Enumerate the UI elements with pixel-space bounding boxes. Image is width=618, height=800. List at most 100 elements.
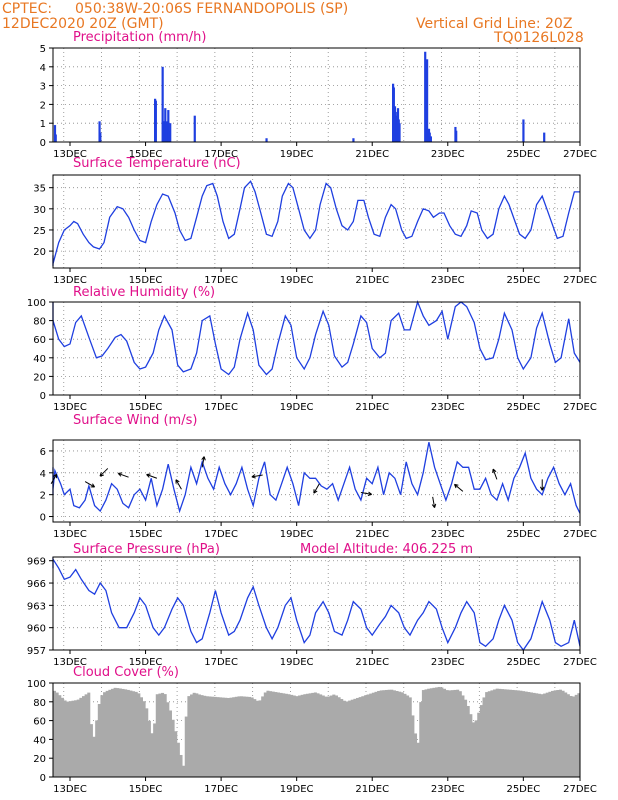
cloud-bar [432, 687, 436, 777]
wind-ytick-label: 2 [40, 491, 46, 502]
cloud-bar [537, 693, 541, 777]
cloud-bar [253, 699, 257, 777]
precip-xtick-label: 23DEC [431, 149, 465, 160]
cloud-bar [118, 688, 122, 777]
cloud-bar [161, 692, 165, 777]
cloud-bar [366, 694, 370, 777]
cloud-panel: Cloud Cover (%) 0 20 40 60 80 100 13DEC 15DEC 17D… [27, 665, 597, 795]
cloud-ytick-label: 40 [33, 735, 46, 746]
cloud-bar [87, 692, 91, 777]
cloud-bar [411, 715, 415, 777]
cloud-ytick-label: 20 [33, 754, 46, 765]
wind-xtick-label: 23DEC [431, 529, 465, 540]
cloud-bar [116, 688, 120, 777]
wind-arrow [146, 473, 158, 479]
pressure-xtick-label: 27DEC [563, 657, 597, 668]
wind-xtick-label: 25DEC [506, 529, 540, 540]
humidity-xtick-label: 19DEC [280, 402, 314, 413]
cloud-bar [105, 690, 109, 777]
wind-line [52, 442, 581, 514]
precip-bar [162, 121, 165, 142]
cloud-bar [74, 700, 78, 777]
cloud-bar [263, 692, 267, 777]
wind-arrow [50, 473, 58, 484]
cloud-bar [342, 700, 346, 777]
cloud-bar [132, 691, 136, 777]
cloud-bar [155, 694, 159, 777]
precip-bar [165, 121, 168, 142]
wind-arrow [201, 456, 206, 468]
pressure-xtick-label: 19DEC [280, 657, 314, 668]
cloud-bar [282, 693, 286, 777]
temperature-xtick-label: 21DEC [355, 275, 389, 286]
cloud-bar [245, 696, 249, 777]
precip-bar [424, 110, 428, 142]
cloud-bar [345, 701, 349, 777]
wind-arrow [539, 479, 545, 491]
wind-panel: Surface Wind (m/s) 0 2 4 6 13DEC 15DEC 17DEC 19D… [40, 413, 597, 540]
cloud-bar [474, 720, 478, 777]
humidity-frame [52, 301, 581, 396]
wind-frame [52, 439, 581, 523]
cloud-bar [548, 691, 552, 777]
header-product-code: TQ0126L028 [493, 30, 584, 46]
cloud-bar [179, 754, 183, 777]
precip-bar [426, 59, 429, 142]
cloud-bar [490, 690, 494, 777]
precip-ytick-label: 0 [40, 138, 46, 149]
cloud-bar [500, 689, 504, 777]
cloud-bar [110, 688, 115, 777]
cloud-bar [68, 701, 72, 777]
cloud-bar [374, 691, 378, 777]
cloud-bar [158, 693, 162, 777]
precip-bar [352, 138, 355, 142]
cloud-bar [137, 693, 141, 777]
cloud-bar [390, 689, 394, 777]
cloud-bar [208, 696, 212, 777]
cloud-bar [332, 694, 336, 777]
cloud-ytick-label: 80 [33, 698, 46, 709]
cloud-bar [403, 693, 407, 777]
cloud-bar [142, 701, 146, 777]
cloud-bar [295, 696, 299, 777]
cloud-bar [577, 693, 581, 777]
cloud-bar [461, 695, 465, 777]
wind-xtick-label: 21DEC [355, 529, 389, 540]
precip-bar [395, 115, 398, 142]
cloud-bar [145, 708, 149, 777]
cloud-bar [482, 697, 486, 777]
cloud-title: Cloud Cover (%) [73, 665, 179, 680]
cloud-bar [255, 700, 259, 777]
cloud-bar [187, 696, 191, 777]
wind-arrow [175, 479, 182, 490]
cloud-bar [566, 694, 570, 777]
cloud-bar [298, 695, 302, 777]
precip-xtick-label: 13DEC [53, 149, 87, 160]
cloud-bar [377, 690, 381, 777]
cloud-bar [516, 690, 520, 777]
cloud-bar [247, 696, 252, 777]
cloud-bar [269, 691, 273, 777]
pressure-ytick-label: 966 [27, 579, 46, 590]
precip-ytick-label: 3 [40, 82, 46, 93]
cloud-bar [445, 690, 449, 777]
cloud-bar [190, 694, 194, 777]
header-grid-note: Vertical Grid Line: 20Z [416, 16, 572, 32]
cloud-bar [84, 694, 88, 777]
wind-arrow [360, 491, 373, 497]
cloud-bar [211, 696, 215, 777]
cloud-bar [153, 723, 157, 777]
precip-bar [53, 125, 57, 142]
pressure-frame [52, 556, 581, 651]
precip-ytick-label: 5 [40, 44, 46, 55]
cloud-bar [184, 716, 188, 777]
cloud-bar [493, 689, 497, 777]
temperature-xtick-label: 27DEC [563, 275, 597, 286]
precip-xtick-label: 25DEC [506, 149, 540, 160]
cloud-bar [242, 696, 246, 777]
precip-bar [54, 134, 57, 142]
header-location: 050:38W-20:06S FERNANDOPOLIS (SP) [75, 1, 348, 17]
cloud-bar [321, 695, 325, 777]
cloud-bar [334, 695, 338, 777]
cloud-bar [168, 710, 172, 777]
